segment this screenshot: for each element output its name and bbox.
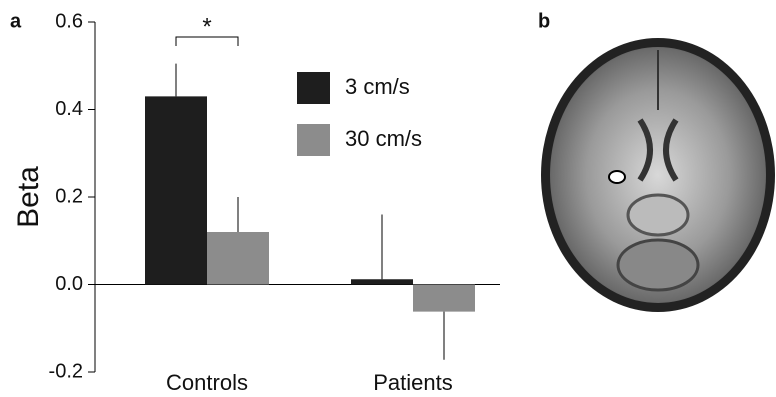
bar <box>207 232 269 285</box>
figure: a b Beta -0.2 0.0 0.2 0.4 0.6 Controls Patient… <box>0 0 776 397</box>
brain-structure <box>628 195 688 235</box>
legend-label: 30 cm/s <box>345 126 422 151</box>
brain-structure <box>618 240 698 290</box>
significance-marker: * <box>202 13 211 40</box>
bar <box>145 96 207 284</box>
x-tick-label: Controls <box>166 370 248 395</box>
legend-swatch <box>297 72 330 104</box>
y-tick-label: 0.0 <box>55 273 83 295</box>
brain-image <box>541 38 775 312</box>
legend-label: 3 cm/s <box>345 74 410 99</box>
y-tick-label: -0.2 <box>49 360 83 382</box>
bar <box>413 285 475 312</box>
panel-label: a <box>10 10 22 32</box>
y-axis-label: Beta <box>12 166 45 228</box>
legend-swatch <box>297 124 330 156</box>
panel-label: b <box>538 10 550 32</box>
y-tick-label: 0.6 <box>55 10 83 32</box>
bar <box>351 279 413 284</box>
x-tick-label: Patients <box>373 370 453 395</box>
y-tick-label: 0.2 <box>55 185 83 207</box>
brain-roi <box>609 171 625 183</box>
y-tick-label: 0.4 <box>55 98 83 120</box>
